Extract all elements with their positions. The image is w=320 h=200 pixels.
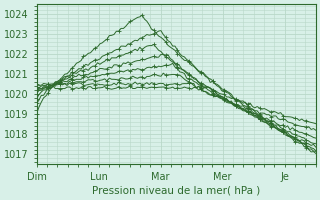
X-axis label: Pression niveau de la mer( hPa ): Pression niveau de la mer( hPa )	[92, 186, 260, 196]
